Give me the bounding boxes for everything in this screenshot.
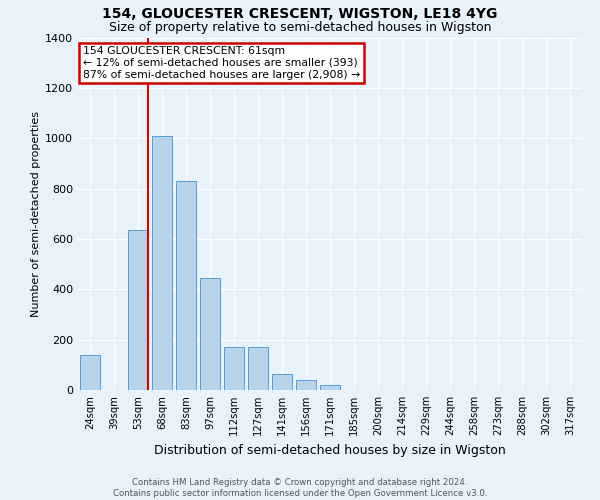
- Bar: [296, 380, 316, 390]
- Y-axis label: Number of semi-detached properties: Number of semi-detached properties: [31, 111, 41, 317]
- Bar: [80, 355, 100, 390]
- Text: 154 GLOUCESTER CRESCENT: 61sqm
← 12% of semi-detached houses are smaller (393)
8: 154 GLOUCESTER CRESCENT: 61sqm ← 12% of …: [83, 46, 360, 80]
- X-axis label: Distribution of semi-detached houses by size in Wigston: Distribution of semi-detached houses by …: [154, 444, 506, 456]
- Bar: [320, 385, 340, 390]
- Bar: [224, 347, 244, 390]
- Bar: [176, 181, 196, 390]
- Text: 154, GLOUCESTER CRESCENT, WIGSTON, LE18 4YG: 154, GLOUCESTER CRESCENT, WIGSTON, LE18 …: [103, 8, 497, 22]
- Bar: [272, 374, 292, 390]
- Bar: [128, 230, 148, 390]
- Text: Contains HM Land Registry data © Crown copyright and database right 2024.
Contai: Contains HM Land Registry data © Crown c…: [113, 478, 487, 498]
- Bar: [152, 136, 172, 390]
- Bar: [200, 278, 220, 390]
- Text: Size of property relative to semi-detached houses in Wigston: Size of property relative to semi-detach…: [109, 21, 491, 34]
- Bar: [248, 347, 268, 390]
